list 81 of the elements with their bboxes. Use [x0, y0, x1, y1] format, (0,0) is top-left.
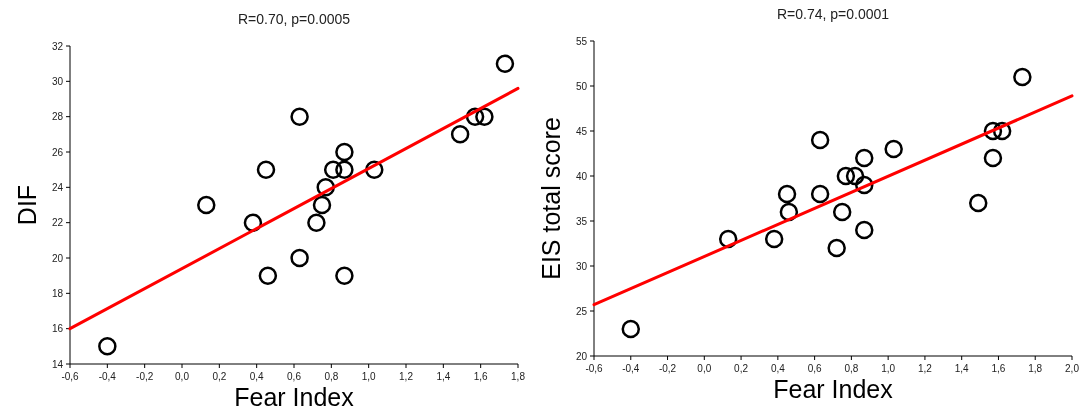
point [1013, 67, 1032, 87]
x-tick-label: 1,6 [473, 371, 489, 382]
x-tick-label: 0,6 [287, 371, 302, 382]
x-tick-label: 1,0 [361, 371, 377, 382]
y-tick-label: 40 [575, 170, 588, 182]
point [98, 337, 117, 356]
y-tick-label: 50 [575, 80, 588, 92]
y-tick-label: 26 [51, 146, 64, 158]
point [884, 139, 903, 159]
x-tick-label: 0,2 [734, 363, 749, 374]
y-tick-label: 45 [575, 125, 588, 137]
y-tick-label: 24 [51, 181, 64, 193]
point [836, 166, 856, 186]
point [855, 148, 874, 168]
x-tick-label: 1,4 [436, 371, 451, 382]
point [495, 54, 515, 73]
point [323, 160, 343, 179]
x-tick-label: -0,4 [622, 363, 640, 374]
chart-title: R=0.74, p=0.0001 [776, 6, 890, 22]
point [197, 195, 216, 215]
y-tick-label: 20 [51, 252, 64, 264]
y-tick-label: 20 [575, 350, 588, 362]
point [968, 193, 988, 213]
y-tick-label: 25 [575, 305, 588, 317]
y-tick-label: 30 [51, 75, 64, 87]
point [810, 184, 830, 204]
y-tick-label: 16 [51, 323, 64, 335]
x-tick-label: 1,4 [954, 363, 970, 374]
y-tick-label: 32 [51, 40, 64, 52]
x-tick-label: 1,0 [881, 363, 896, 374]
y-axis-title: DIF [13, 184, 41, 226]
x-tick-label: 1,6 [991, 363, 1006, 374]
point [256, 160, 276, 179]
point [983, 148, 1003, 168]
point [855, 220, 874, 240]
x-tick-label: 1,8 [1028, 363, 1043, 374]
x-tick-label: 0,6 [807, 363, 822, 374]
y-tick-label: 22 [51, 217, 64, 229]
x-tick-label: 0,8 [324, 371, 339, 382]
x-tick-label: -0,4 [98, 371, 117, 382]
point [764, 229, 784, 249]
y-tick-label: 55 [575, 35, 588, 47]
point [307, 213, 326, 232]
x-tick-label: 0,4 [249, 371, 265, 382]
point [450, 125, 470, 144]
x-tick-label: 1,2 [917, 363, 933, 374]
point [810, 130, 830, 150]
point [258, 266, 278, 285]
point [290, 248, 309, 268]
x-tick-label: -0,6 [585, 363, 604, 374]
x-tick-label: 0,4 [770, 363, 786, 374]
y-tick-label: 18 [51, 287, 64, 299]
y-axis-title: EIS total score [537, 117, 565, 280]
point [290, 107, 309, 126]
x-tick-label: -0,2 [658, 363, 677, 374]
x-tick-label: -0,6 [61, 371, 80, 382]
point [335, 266, 354, 285]
chart-title: R=0.70, p=0.0005 [237, 11, 351, 27]
y-tick-label: 14 [51, 358, 64, 370]
y-tick-label: 28 [51, 111, 64, 123]
y-tick-label: 35 [575, 215, 588, 227]
x-tick-label: 0,8 [844, 363, 859, 374]
y-tick-label: 30 [575, 260, 588, 272]
point [335, 160, 354, 179]
x-tick-label: -0,2 [136, 371, 154, 382]
point [475, 107, 494, 126]
point [827, 238, 846, 258]
x-tick-label: 0,0 [697, 363, 712, 374]
point [777, 184, 797, 204]
x-axis-title: Fear Index [234, 383, 355, 411]
point [312, 195, 332, 215]
point [621, 319, 641, 339]
x-tick-label: 0,0 [175, 371, 190, 382]
point [832, 202, 852, 222]
point [335, 142, 354, 162]
x-axis-title: Fear Index [773, 375, 894, 403]
x-tick-label: 1,8 [511, 371, 526, 382]
x-tick-label: 0,2 [212, 371, 227, 382]
x-tick-label: 1,2 [399, 371, 414, 382]
point [845, 166, 865, 186]
x-tick-label: 2,0 [1065, 363, 1080, 374]
